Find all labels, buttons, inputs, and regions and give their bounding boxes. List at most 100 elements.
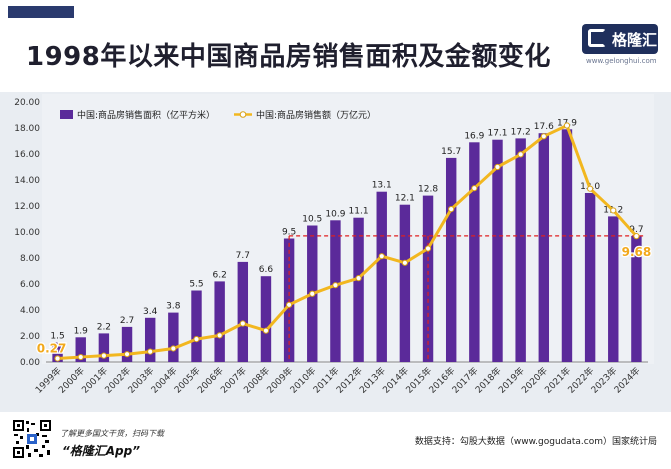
plot-background <box>42 94 654 364</box>
bar-value-label: 6.6 <box>259 265 274 275</box>
bar-value-label: 1.9 <box>74 326 89 336</box>
y-tick-label: 12.00 <box>14 202 40 212</box>
promo-text: 了解更多国文干货，扫码下载 <box>60 429 164 438</box>
line-point <box>494 163 501 171</box>
line-series-path <box>57 124 638 360</box>
line-point <box>123 351 131 358</box>
chart-title: 1998年以来中国商品房销售面积及金额变化 <box>26 42 551 72</box>
line-point <box>262 327 270 334</box>
brand-name: 格隆汇 <box>612 31 658 49</box>
bar <box>191 290 202 362</box>
bar <box>469 142 480 362</box>
qr-code <box>12 419 52 459</box>
y-tick-label: 10.00 <box>14 228 40 238</box>
y-tick-label: 6.00 <box>20 280 40 290</box>
line-point <box>332 282 339 289</box>
brand-logo-icon <box>588 29 606 47</box>
line-point <box>239 320 246 327</box>
line-point <box>286 301 293 308</box>
bar <box>608 216 619 362</box>
brand-url: www.gelonghui.com <box>586 57 657 65</box>
line-point <box>100 352 107 359</box>
y-tick-label: 16.00 <box>14 150 40 160</box>
bar <box>121 326 133 362</box>
bar <box>168 312 179 362</box>
bar-value-label: 5.5 <box>189 280 203 290</box>
bar <box>399 204 411 362</box>
legend-bar-label: 中国:商品房销售面积（亿平方米） <box>77 109 215 121</box>
y-tick-label: 20.00 <box>14 98 40 108</box>
bar-value-label: 9.7 <box>629 225 643 235</box>
y-tick-label: 4.00 <box>20 306 40 316</box>
bar <box>515 138 526 362</box>
legend-bar-swatch <box>60 110 73 119</box>
line-point <box>587 185 594 192</box>
legend-line-label: 中国:商品房销售额（万亿元） <box>256 109 376 121</box>
line-point <box>216 332 223 339</box>
bar <box>237 261 249 362</box>
bar <box>214 281 225 362</box>
bar <box>52 342 63 362</box>
line-point <box>378 253 385 260</box>
line-point <box>355 275 362 282</box>
bar <box>98 333 110 362</box>
header-band <box>0 0 671 92</box>
line-point <box>471 185 478 192</box>
bar-value-label: 17.6 <box>534 122 554 132</box>
bar-value-label: 3.8 <box>166 302 181 312</box>
bar <box>584 193 596 362</box>
bar-value-label: 9.5 <box>282 228 296 238</box>
qr-code-icon <box>12 419 52 459</box>
bar <box>561 129 573 362</box>
bar-value-label: 16.9 <box>464 131 484 141</box>
brand-logo: 格隆汇 <box>582 24 658 54</box>
app-name: “格隆汇App” <box>62 444 140 458</box>
line-point <box>309 290 316 297</box>
y-tick-label: 18.00 <box>14 124 40 134</box>
line-point <box>633 233 640 240</box>
line-point <box>54 355 61 362</box>
y-tick-label: 14.00 <box>14 176 40 186</box>
x-tick-label: 2024年 <box>611 365 642 396</box>
bar-value-label: 12.8 <box>418 185 438 195</box>
bar <box>631 235 642 362</box>
line-point <box>170 345 177 352</box>
line-point <box>517 151 524 158</box>
bar-value-label: 7.7 <box>236 251 250 261</box>
bar <box>330 220 341 362</box>
bar-value-label: 1.5 <box>50 332 64 342</box>
line-point <box>563 122 571 129</box>
line-point <box>193 336 200 343</box>
bar-value-label: 10.5 <box>302 215 322 225</box>
y-tick-label: 8.00 <box>20 254 40 264</box>
bar <box>445 157 457 362</box>
bar-value-label: 6.2 <box>212 270 226 280</box>
line-point <box>424 245 432 252</box>
line-point <box>401 259 408 266</box>
bar-value-label: 3.4 <box>143 307 158 317</box>
bar-value-label: 2.7 <box>120 316 134 326</box>
source-text: 数据支持：勾股大数据（www.gogudata.com）国家统计局 <box>414 437 657 447</box>
bar-value-label: 17.1 <box>487 129 507 139</box>
bar-value-label: 12.1 <box>395 194 415 204</box>
bar <box>492 139 503 362</box>
footer-band <box>0 412 671 469</box>
bar-value-label: 15.7 <box>441 147 461 157</box>
bar-value-label: 2.2 <box>97 322 111 332</box>
y-tick-label: 2.00 <box>20 332 40 342</box>
bar <box>75 337 86 362</box>
bar <box>144 317 156 362</box>
line-point <box>448 206 455 213</box>
bar <box>376 191 387 362</box>
line-point <box>77 353 84 361</box>
bar-value-label: 10.9 <box>325 209 345 219</box>
bar <box>260 276 272 362</box>
accent-bar <box>8 6 74 18</box>
bar <box>353 217 364 362</box>
line-value-label: 9.68 <box>622 245 652 259</box>
y-tick-label: 0.00 <box>20 358 40 368</box>
line-point <box>147 348 154 355</box>
legend-line-marker <box>239 111 247 118</box>
bar <box>538 133 550 362</box>
line-point <box>610 207 617 214</box>
